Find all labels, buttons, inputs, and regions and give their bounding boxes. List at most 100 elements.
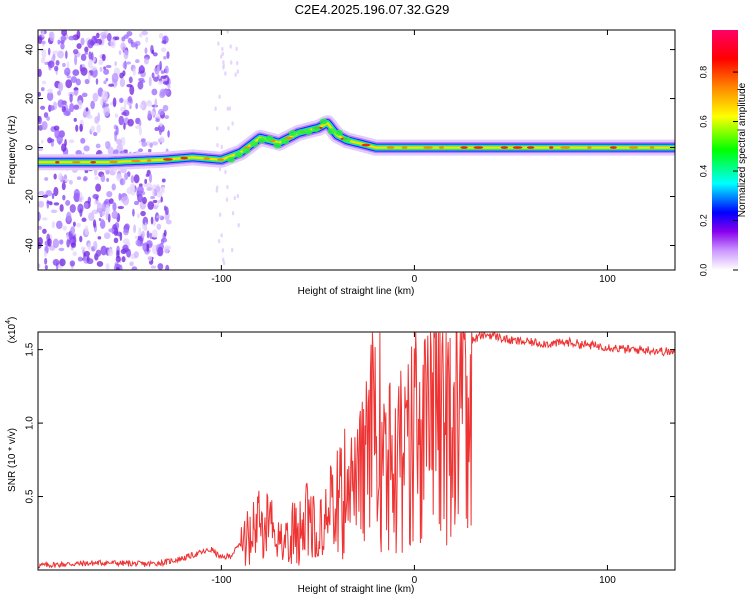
noise-blob <box>237 223 240 228</box>
noise-blob <box>43 251 47 258</box>
noise-blob <box>115 255 121 263</box>
noise-blob <box>94 176 99 181</box>
noise-blob <box>132 67 136 76</box>
noise-blob <box>93 240 98 251</box>
noise-blob <box>164 65 169 74</box>
ridge-peak <box>203 157 211 160</box>
noise-blob <box>53 186 59 197</box>
noise-blob <box>129 183 135 191</box>
noise-blob <box>156 223 162 230</box>
noise-blob <box>72 69 80 76</box>
noise-blob <box>150 216 154 225</box>
noise-blob <box>73 188 80 199</box>
noise-blob <box>163 229 167 237</box>
noise-blob <box>92 209 97 214</box>
noise-blob <box>226 106 230 111</box>
noise-blob <box>55 220 63 230</box>
noise-blob <box>61 143 67 152</box>
noise-blob <box>147 255 153 262</box>
noise-blob <box>218 94 221 99</box>
noise-blob <box>153 205 159 210</box>
noise-blob <box>221 257 225 262</box>
noise-blob <box>135 239 141 246</box>
ridge-blob <box>265 135 274 142</box>
noise-blob <box>83 202 89 209</box>
noise-blob <box>92 131 98 137</box>
colorbar-label: Normalized spectral amplitude <box>737 82 748 217</box>
noise-blob <box>38 263 41 269</box>
noise-blob <box>220 144 223 150</box>
noise-blob <box>218 212 222 217</box>
noise-blob <box>154 126 159 132</box>
noise-blob <box>163 245 170 254</box>
noise-blob <box>226 184 229 190</box>
snr-scale-exponent: 4 <box>5 320 12 324</box>
ridge-peak <box>560 146 571 149</box>
colorbar-gradient <box>712 30 738 270</box>
noise-blob <box>159 127 162 136</box>
noise-blob <box>51 221 56 229</box>
ridge-blob <box>335 129 344 136</box>
noise-blob <box>161 89 169 95</box>
noise-blob <box>88 212 95 221</box>
noise-blob <box>38 200 45 208</box>
noise-blob <box>100 31 107 37</box>
noise-blob <box>87 59 93 68</box>
ridge-peak <box>549 146 554 149</box>
noise-blob <box>118 192 122 201</box>
noise-blob <box>114 113 119 118</box>
noise-blob <box>51 192 55 200</box>
noise-blob <box>133 251 139 259</box>
noise-blob <box>38 68 42 78</box>
noise-blob <box>52 259 60 266</box>
noise-blob <box>38 225 42 230</box>
noise-blob <box>108 83 115 87</box>
noise-blob <box>116 143 123 153</box>
noise-blob <box>126 83 133 88</box>
noise-blob <box>150 265 157 269</box>
noise-blob <box>46 116 50 121</box>
noise-blob <box>151 88 158 96</box>
noise-blob <box>88 51 92 60</box>
colorbar-ticks: 0.0 0.2 0.4 0.6 0.8 <box>698 66 738 276</box>
ridge-peak <box>423 146 433 149</box>
noise-blob <box>112 97 117 108</box>
noise-blob <box>41 80 47 85</box>
noise-blob <box>52 238 60 249</box>
noise-blob <box>97 112 101 122</box>
noise-blob <box>59 258 66 267</box>
noise-blob <box>106 32 112 42</box>
noise-blob <box>134 125 142 129</box>
noise-blob <box>163 56 167 60</box>
noise-blob <box>80 53 87 62</box>
noise-blob <box>95 78 99 85</box>
noise-blob <box>52 50 59 55</box>
noise-blob <box>140 138 146 143</box>
noise-blob <box>68 179 73 185</box>
ridge-peak <box>146 159 152 162</box>
noise-blob <box>221 248 225 253</box>
noise-blob <box>65 79 73 89</box>
noise-blob <box>150 195 156 200</box>
noise-blob <box>100 218 104 226</box>
noise-blob <box>84 51 88 55</box>
noise-blob <box>162 104 169 112</box>
noise-blob <box>57 83 62 90</box>
noise-blob <box>148 76 152 87</box>
noise-blob <box>141 141 148 147</box>
colorbar-tick-label: 0.8 <box>698 66 708 79</box>
noise-blob <box>64 178 69 183</box>
noise-blob <box>218 166 222 172</box>
y-tick-label: -40 <box>25 238 36 253</box>
ridge-peak <box>131 159 141 163</box>
x-tick-label: 100 <box>599 575 616 586</box>
noise-blob <box>217 238 221 244</box>
noise-blob <box>59 239 64 245</box>
noise-blob <box>70 76 78 84</box>
noise-blob <box>138 227 142 237</box>
noise-blob <box>45 190 53 197</box>
noise-blob <box>119 178 126 186</box>
noise-blob <box>90 66 97 71</box>
noise-blob <box>154 98 158 108</box>
noise-blob <box>62 225 67 231</box>
